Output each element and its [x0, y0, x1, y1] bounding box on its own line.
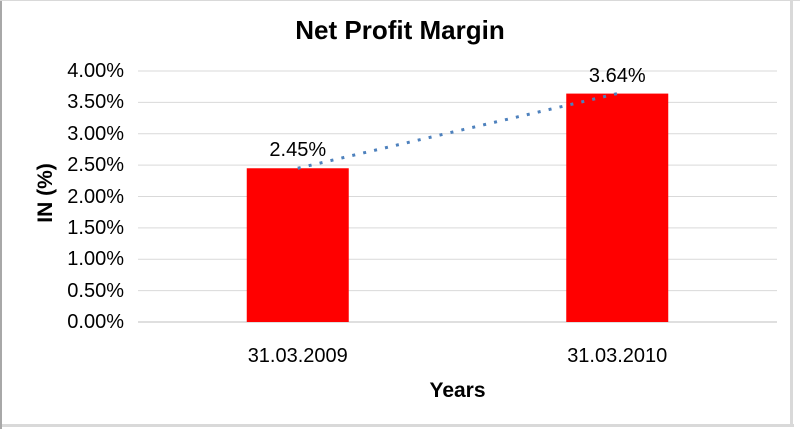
y-tick-label: 1.00% — [67, 248, 124, 271]
x-axis-title: Years — [429, 379, 486, 402]
chart-border-bottom — [2, 424, 794, 427]
y-tick-label: 4.00% — [67, 60, 124, 82]
bar[interactable] — [566, 93, 669, 322]
bar[interactable] — [246, 168, 349, 322]
y-tick-label: 3.00% — [67, 122, 124, 145]
chart-border-left — [0, 0, 2, 429]
y-tick-label: 1.50% — [67, 216, 124, 239]
y-tick-label: 0.00% — [67, 311, 124, 333]
y-tick-label: 2.50% — [67, 154, 124, 177]
x-category-label: 31.03.2010 — [567, 345, 668, 367]
x-category-label: 31.03.2009 — [247, 345, 348, 367]
chart-title: Net Profit Margin — [295, 15, 505, 45]
y-tick-label: 0.50% — [67, 279, 124, 302]
y-tick-label: 3.50% — [67, 91, 124, 114]
data-label: 2.45% — [269, 139, 327, 162]
chart-border-top — [0, 0, 800, 1]
data-label: 3.64% — [588, 64, 646, 87]
y-tick-label: 2.00% — [67, 185, 124, 208]
chart-border-right — [790, 1, 793, 424]
